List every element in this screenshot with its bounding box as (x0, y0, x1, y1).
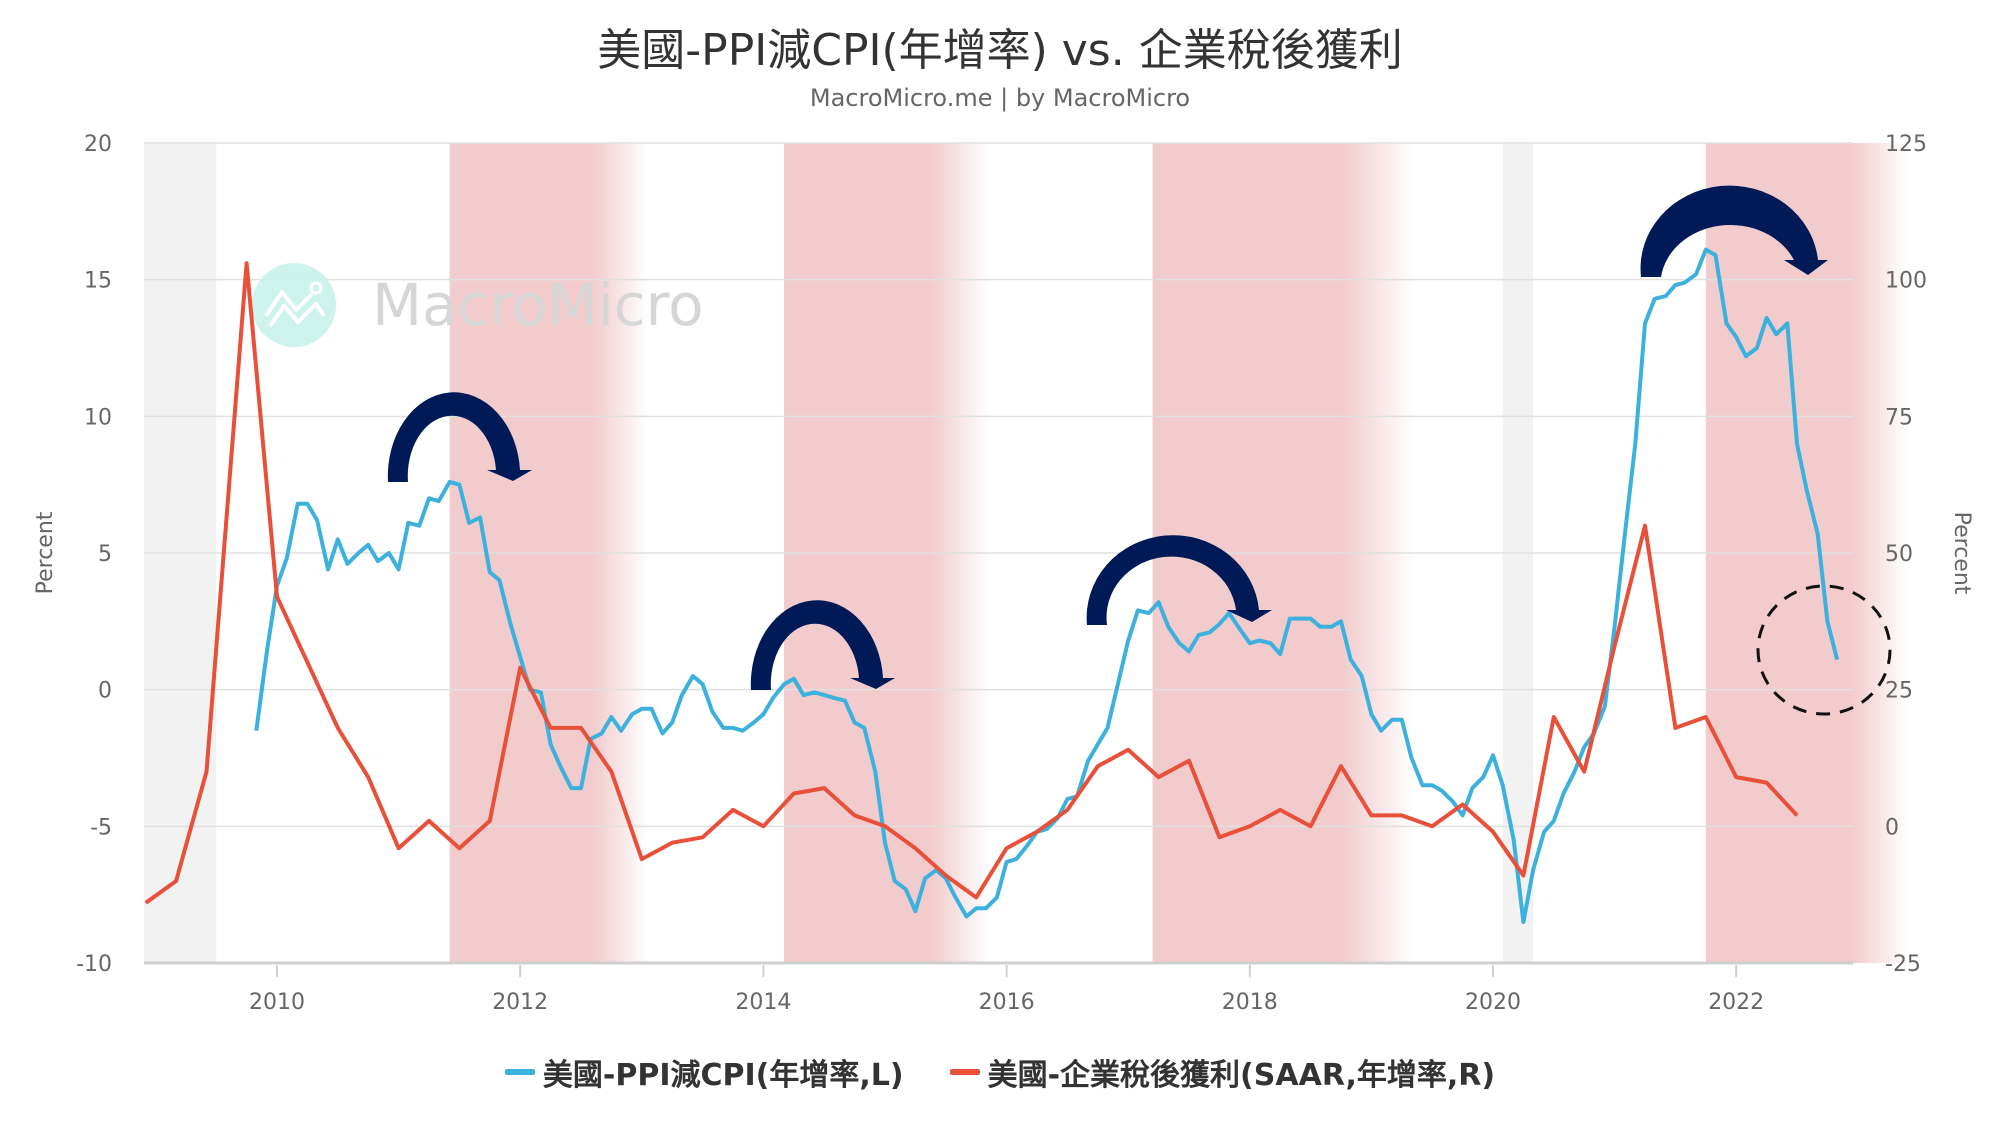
turn-down-arrow-icon (1086, 535, 1272, 625)
dashed-highlight-circle (1756, 584, 1892, 716)
legend-label: 美國-PPI減CPI(年增率,L) (542, 1058, 904, 1093)
chart-subtitle: MacroMicro.me | by MacroMicro (809, 84, 1191, 112)
turn-down-arrow-icon (1640, 185, 1828, 277)
corporate-profits-line (144, 261, 1799, 905)
legend-item-corporate-profits[interactable]: 美國-企業稅後獲利(SAAR,年增率,R) (949, 1050, 1496, 1094)
annotations (387, 185, 1892, 716)
left-tick-label: -10 (76, 952, 112, 977)
turn-down-arrow-icon (750, 600, 895, 690)
series-lines (144, 247, 1840, 924)
chart-line-icon-2 (268, 302, 326, 328)
x-tick-label: 2018 (1222, 990, 1278, 1015)
turn-down-arrow-icon (387, 392, 532, 482)
legend-label: 美國-企業稅後獲利(SAAR,年增率,R) (987, 1058, 1496, 1093)
left-tick-label: 10 (84, 405, 112, 430)
right-tick-label: 125 (1885, 132, 1927, 157)
watermark-dot (309, 281, 323, 295)
x-tick-label: 2014 (735, 990, 791, 1015)
chart-line-icon (264, 290, 314, 318)
right-tick-label: 75 (1885, 405, 1913, 430)
x-tick-label: 2016 (979, 990, 1035, 1015)
left-tick-label: 20 (84, 132, 112, 157)
right-tick-label: 100 (1885, 269, 1927, 294)
legend: 美國-PPI減CPI(年增率,L) 美國-企業稅後獲利(SAAR,年增率,R) (0, 1050, 2000, 1094)
ppi-cpi-line (254, 247, 1840, 924)
x-tick-label: 2012 (492, 990, 548, 1015)
legend-swatch-red (949, 1069, 980, 1075)
x-tick-label: 2010 (249, 990, 305, 1015)
right-tick-label: 50 (1885, 542, 1913, 567)
left-tick-label: -5 (90, 815, 112, 840)
left-tick-label: 5 (98, 542, 112, 567)
chart-title: 美國-PPI減CPI(年增率) vs. 企業稅後獲利 (597, 25, 1403, 76)
watermark-text: MacroMicro (372, 271, 704, 339)
right-tick-label: 25 (1885, 679, 1913, 704)
right-tick-label: -25 (1885, 952, 1921, 977)
watermark: MacroMicro (252, 263, 704, 347)
right-tick-label: 0 (1885, 815, 1899, 840)
x-tick-label: 2020 (1465, 990, 1521, 1015)
right-axis-title: Percent (1949, 512, 1974, 595)
legend-swatch-blue (504, 1069, 535, 1075)
x-tick-label: 2022 (1708, 990, 1764, 1015)
left-axis-title: Percent (33, 511, 58, 594)
left-tick-label: 0 (98, 679, 112, 704)
left-tick-label: 15 (84, 269, 112, 294)
legend-item-ppi-cpi[interactable]: 美國-PPI減CPI(年增率,L) (504, 1050, 904, 1094)
